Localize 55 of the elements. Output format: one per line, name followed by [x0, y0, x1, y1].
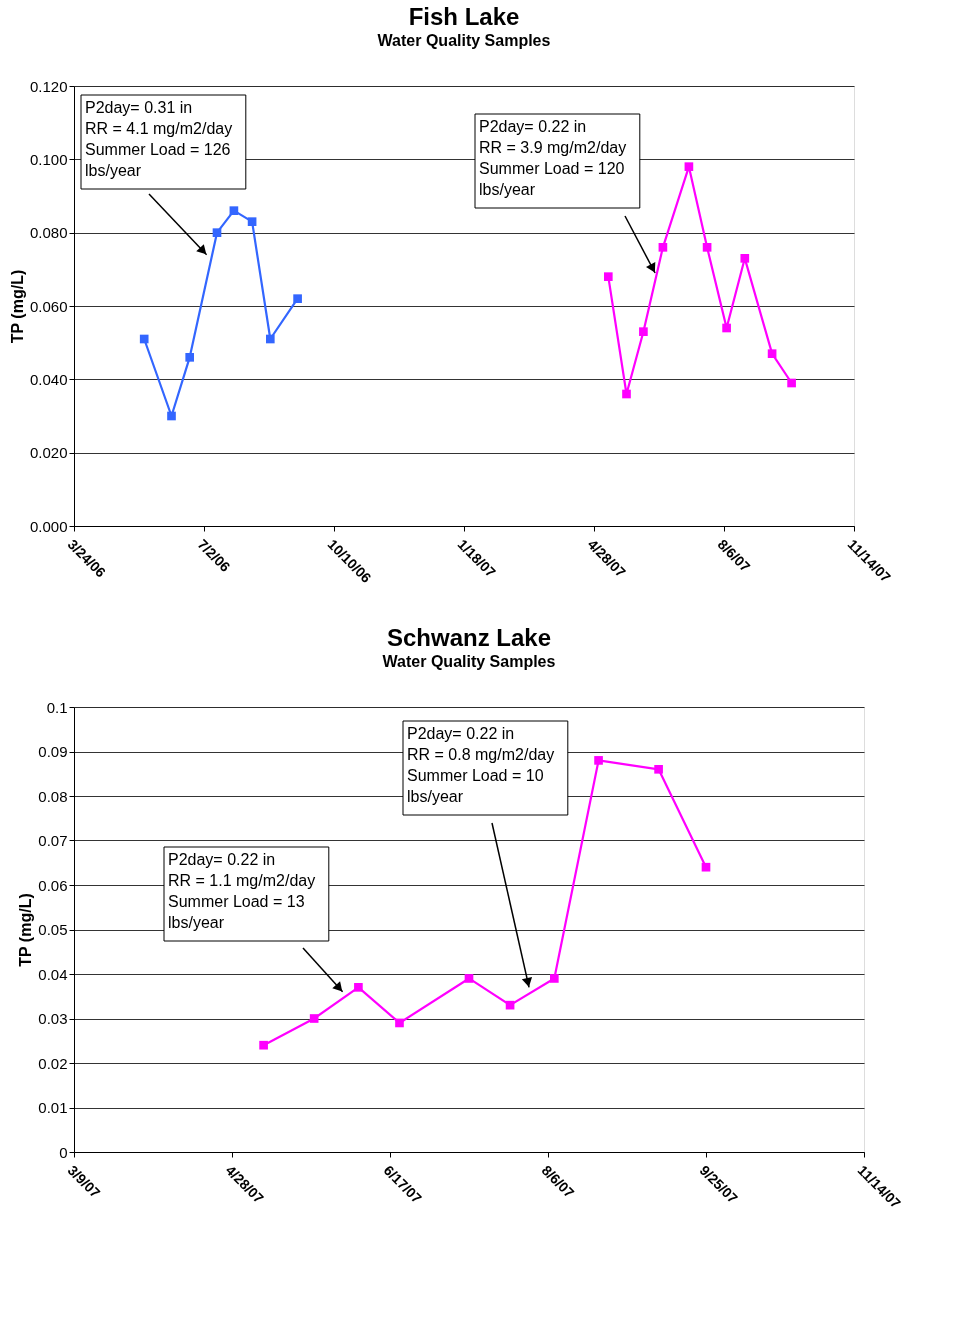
y-tick-label: 0.01 — [38, 1099, 68, 1116]
annotation: P2day= 0.22 in RR = 1.1 mg/m2/day Summer Load = 13 lbs/year — [168, 851, 316, 931]
y-tick-label: 0.07 — [38, 832, 68, 849]
y-tick-label: 0.08 — [38, 787, 68, 805]
point — [654, 764, 663, 774]
point — [229, 206, 239, 215]
point — [639, 327, 648, 336]
y-tick-label: 0.09 — [38, 743, 68, 760]
chart-subtitle: Water Quality Samples — [377, 32, 551, 49]
annotation: P2day= 0.31 in RR = 4.1 mg/m2/day Summer Load = 126 lbs/year — [85, 99, 233, 179]
y-tick-label: 0.020 — [29, 444, 68, 462]
point — [594, 756, 603, 765]
y-tick-label: 0.04 — [38, 965, 68, 983]
point — [293, 294, 302, 303]
y-tick-label: 0.080 — [29, 224, 68, 242]
y-tick-label: 0.05 — [38, 921, 68, 938]
y-tick-label: 0.120 — [29, 77, 68, 95]
point — [139, 334, 149, 344]
annotation: P2day= 0.22 in RR = 3.9 mg/m2/day Summer Load = 120 lbs/year — [479, 118, 627, 198]
y-tick-label: 0 — [59, 1143, 68, 1161]
point — [395, 1018, 404, 1028]
y-tick-label: 0.03 — [38, 1010, 68, 1027]
point — [603, 272, 613, 281]
annotation: P2day= 0.22 in RR = 0.8 mg/m2/day Summer Load = 10 lbs/year — [407, 725, 555, 805]
y-tick-label: 0.100 — [29, 150, 68, 168]
y-tick-label: 0.040 — [29, 370, 68, 388]
point — [354, 983, 363, 992]
point — [167, 411, 176, 421]
point — [212, 228, 222, 237]
point — [309, 1014, 319, 1023]
point — [740, 254, 750, 263]
y-tick-label: 0.06 — [38, 876, 68, 894]
point — [722, 323, 731, 333]
point — [658, 243, 668, 252]
y-tick-label: 0.1 — [46, 698, 68, 716]
y-tick-label: 0.060 — [29, 297, 68, 315]
chart-title: Schwanz Lake — [386, 624, 552, 651]
point — [185, 353, 195, 362]
point — [259, 1040, 268, 1050]
point — [622, 389, 631, 399]
point — [549, 974, 559, 983]
point — [701, 862, 711, 872]
point — [247, 217, 257, 226]
point — [767, 349, 777, 358]
chart-title: Fish Lake — [408, 3, 520, 30]
point — [684, 162, 694, 171]
chart-subtitle: Water Quality Samples — [382, 653, 556, 670]
point — [787, 378, 796, 388]
y-axis-title: TP (mg/L) — [17, 893, 35, 967]
point — [464, 974, 474, 983]
point — [702, 243, 712, 252]
y-tick-label: 0.02 — [38, 1054, 68, 1072]
point — [265, 334, 275, 344]
y-tick-label: 0.000 — [29, 517, 68, 535]
y-axis-title: TP (mg/L) — [8, 269, 26, 344]
